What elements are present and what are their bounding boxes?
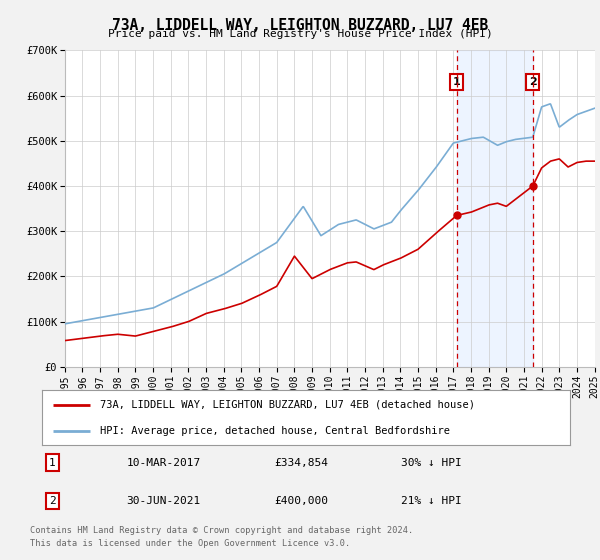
Text: 10-MAR-2017: 10-MAR-2017	[127, 458, 201, 468]
Text: £334,854: £334,854	[274, 458, 328, 468]
Bar	[457, 50, 533, 367]
Text: 73A, LIDDELL WAY, LEIGHTON BUZZARD, LU7 4EB: 73A, LIDDELL WAY, LEIGHTON BUZZARD, LU7 …	[112, 18, 488, 33]
Text: 2: 2	[529, 77, 536, 87]
Text: This data is licensed under the Open Government Licence v3.0.: This data is licensed under the Open Gov…	[30, 539, 350, 548]
Text: 30% ↓ HPI: 30% ↓ HPI	[401, 458, 462, 468]
Text: 30-JUN-2021: 30-JUN-2021	[127, 496, 201, 506]
Text: 73A, LIDDELL WAY, LEIGHTON BUZZARD, LU7 4EB (detached house): 73A, LIDDELL WAY, LEIGHTON BUZZARD, LU7 …	[100, 400, 475, 410]
Text: 21% ↓ HPI: 21% ↓ HPI	[401, 496, 462, 506]
Text: 1: 1	[49, 458, 56, 468]
Text: £400,000: £400,000	[274, 496, 328, 506]
Text: HPI: Average price, detached house, Central Bedfordshire: HPI: Average price, detached house, Cent…	[100, 426, 450, 436]
Text: 2: 2	[49, 496, 56, 506]
Text: Price paid vs. HM Land Registry's House Price Index (HPI): Price paid vs. HM Land Registry's House …	[107, 29, 493, 39]
Text: 1: 1	[453, 77, 461, 87]
Text: Contains HM Land Registry data © Crown copyright and database right 2024.: Contains HM Land Registry data © Crown c…	[30, 526, 413, 535]
